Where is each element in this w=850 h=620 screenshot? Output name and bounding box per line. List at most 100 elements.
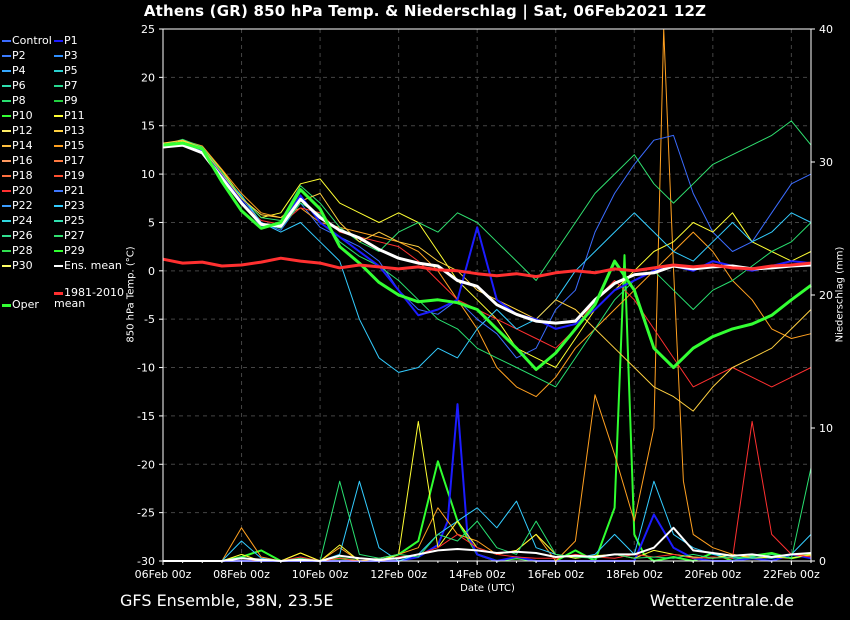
precip-line-p20: [163, 420, 812, 562]
legend-item-p12: P12: [2, 123, 33, 138]
legend-label: P15: [64, 139, 85, 152]
legend-item-p3: P3: [54, 48, 78, 63]
legend-swatch: [2, 70, 11, 72]
legend-item-p23: P23: [54, 198, 85, 213]
temp-line-p15: [162, 139, 812, 398]
y-tick-label: -5: [144, 313, 155, 326]
x-tick-label: 20Feb 00z: [684, 568, 741, 581]
legend-label: Control: [12, 34, 52, 47]
x-tick-label: 18Feb 00z: [606, 568, 663, 581]
y-axis-label: 850 hPa Temp. (°C): [125, 246, 137, 343]
legend-label: P25: [64, 214, 85, 227]
y-tick-label: -20: [137, 458, 155, 471]
y-tick-label: -10: [137, 362, 155, 375]
legend-label: P13: [64, 124, 85, 137]
legend-label: P7: [64, 79, 78, 92]
legend-label: P2: [12, 49, 26, 62]
legend-swatch: [54, 250, 63, 252]
legend-item-climatology: 1981-2010 mean: [54, 287, 132, 309]
y2-axis-ticks: 40 30 20 10 0: [811, 23, 833, 568]
legend-label: P12: [12, 124, 33, 137]
y2-tick-label: 40: [819, 23, 833, 36]
legend-item-ens-mean: Ens. mean: [54, 258, 122, 273]
legend-swatch: [54, 115, 63, 117]
legend-swatch: [2, 160, 11, 162]
precip-line-p8: [163, 467, 812, 562]
legend-swatch: [54, 160, 63, 162]
legend-label: P1: [64, 34, 78, 47]
legend-swatch: [2, 115, 11, 117]
legend-item-p30: P30: [2, 258, 33, 273]
legend-item-p7: P7: [54, 78, 78, 93]
legend-item-p14: P14: [2, 138, 33, 153]
y2-tick-label: 30: [819, 156, 833, 169]
legend-swatch: [2, 40, 11, 42]
legend-label: P26: [12, 229, 33, 242]
legend-item-p9: P9: [54, 93, 78, 108]
legend-item-p27: P27: [54, 228, 85, 243]
legend-swatch: [54, 55, 63, 57]
legend-swatch: [54, 220, 63, 222]
x-tick-label: 14Feb 00z: [449, 568, 506, 581]
x-tick-label: 12Feb 00z: [370, 568, 427, 581]
legend-swatch: [2, 250, 11, 252]
legend-label: P17: [64, 154, 85, 167]
legend-swatch: [54, 291, 63, 295]
legend-swatch: [2, 220, 11, 222]
legend-swatch: [2, 303, 11, 307]
y-tick-label: 20: [141, 71, 155, 84]
legend-swatch: [54, 130, 63, 132]
legend-label: P8: [12, 94, 26, 107]
legend-swatch: [54, 145, 63, 147]
x-tick-label: 10Feb 00z: [292, 568, 349, 581]
y-tick-label: 15: [141, 120, 155, 133]
legend-item-p18: P18: [2, 168, 33, 183]
legend-label: P18: [12, 169, 33, 182]
legend-label: P23: [64, 199, 85, 212]
legend-label: P21: [64, 184, 85, 197]
temp-line-p11: [162, 140, 812, 368]
legend-swatch: [54, 40, 63, 42]
legend-label: P4: [12, 64, 26, 77]
legend-item-p17: P17: [54, 153, 85, 168]
precip-line-p29: [163, 254, 812, 562]
model-label: GFS Ensemble, 38N, 23.5E: [120, 591, 334, 610]
y-tick-label: 5: [148, 216, 155, 229]
legend-item-p4: P4: [2, 63, 26, 78]
legend-swatch: [54, 175, 63, 177]
legend-label: P20: [12, 184, 33, 197]
legend-label: P6: [12, 79, 26, 92]
y2-tick-label: 0: [819, 555, 826, 568]
legend-label: P9: [64, 94, 78, 107]
y2-tick-label: 20: [819, 289, 833, 302]
temp-line-ens-mean: [162, 143, 812, 325]
legend-swatch: [54, 85, 63, 87]
x-axis-label: Date (UTC): [460, 583, 515, 594]
legend-swatch: [54, 265, 63, 267]
legend-swatch: [2, 175, 11, 177]
precip-line-p1: [163, 403, 812, 562]
legend-item-p15: P15: [54, 138, 85, 153]
legend-label: P28: [12, 244, 33, 257]
precip-line-ens-mean: [163, 526, 812, 562]
legend-item-p1: P1: [54, 33, 78, 48]
temp-line-p1: [162, 143, 812, 330]
legend-item-p24: P24: [2, 213, 33, 228]
legend-swatch: [2, 130, 11, 132]
legend-label: Oper: [12, 298, 39, 311]
y-tick-label: 0: [148, 265, 155, 278]
legend-label: P30: [12, 259, 33, 272]
legend-item-control: Control: [2, 33, 52, 48]
legend-item-p10: P10: [2, 108, 33, 123]
legend-swatch: [2, 265, 11, 267]
y-tick-label: 25: [141, 23, 155, 36]
legend-item-p25: P25: [54, 213, 85, 228]
temp-line-1981-2010-mean: [162, 256, 812, 279]
legend-label: P16: [12, 154, 33, 167]
legend-label: P27: [64, 229, 85, 242]
temperature-lines: [162, 120, 812, 412]
legend-swatch: [2, 190, 11, 192]
legend-item-p21: P21: [54, 183, 85, 198]
y-tick-label: -15: [137, 410, 155, 423]
